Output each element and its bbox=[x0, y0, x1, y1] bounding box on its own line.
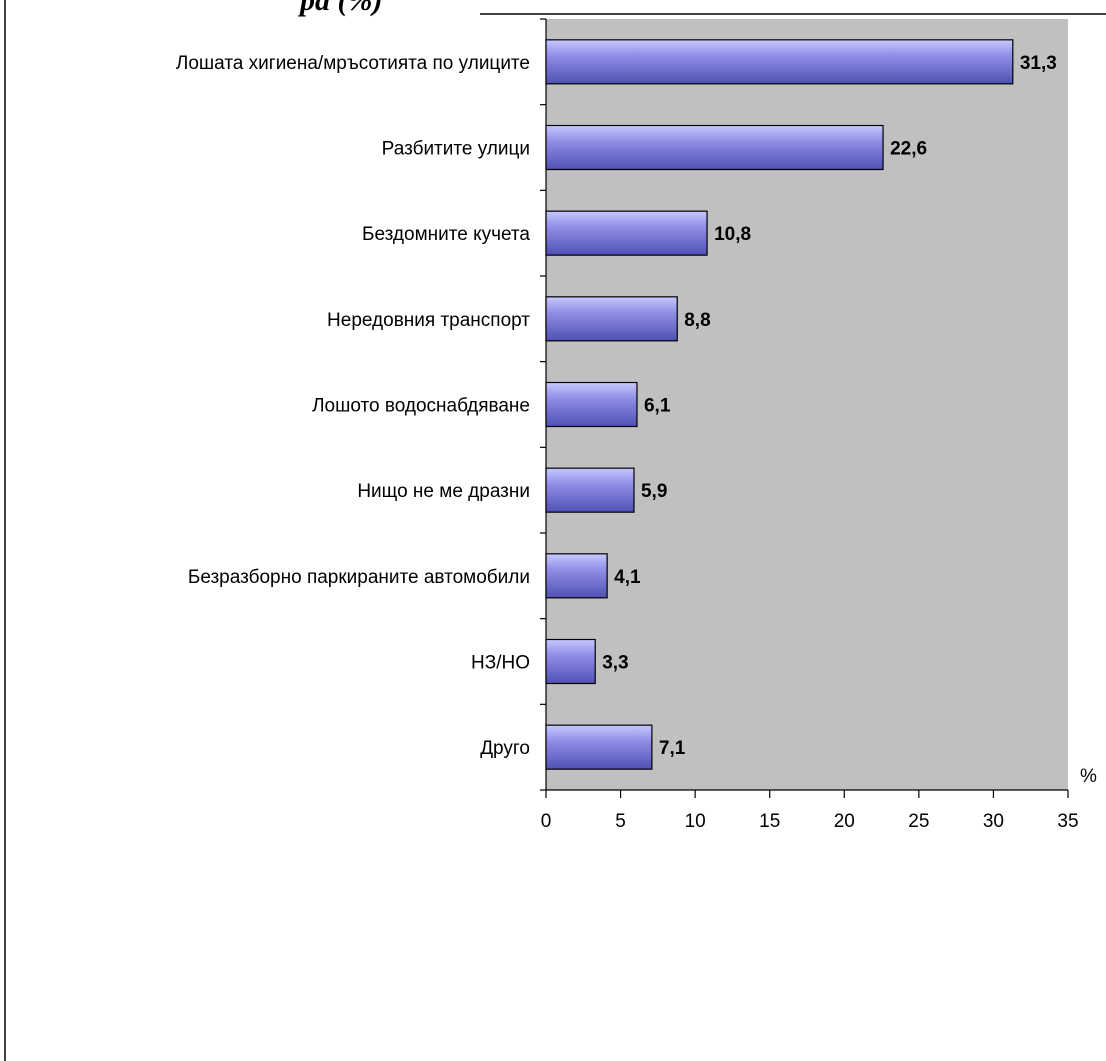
value-labels: 31,3 22,6 10,8 8,8 6,1 5,9 4,1 3,3 7,1 bbox=[602, 53, 1057, 759]
value-label: 10,8 bbox=[714, 224, 751, 245]
category-label: Нередовния транспорт bbox=[327, 310, 530, 331]
value-label: 5,9 bbox=[641, 481, 667, 502]
x-tick-label: 10 bbox=[685, 811, 706, 832]
bar bbox=[545, 39, 1014, 85]
bar bbox=[545, 638, 596, 685]
category-label: НЗ/НО bbox=[471, 653, 530, 674]
bar bbox=[545, 553, 608, 599]
x-tick-label: 30 bbox=[983, 811, 1004, 832]
bar-series bbox=[545, 39, 1014, 770]
category-label: Друго bbox=[480, 738, 530, 759]
category-label: Бездомните кучета bbox=[362, 224, 530, 245]
category-label: Нищо не ме дразни bbox=[357, 481, 530, 502]
value-label: 3,3 bbox=[602, 653, 628, 674]
bar bbox=[545, 467, 635, 513]
value-label: 31,3 bbox=[1020, 53, 1057, 74]
y-axis-ticks bbox=[540, 18, 546, 791]
x-axis-unit-label: % bbox=[1080, 766, 1097, 787]
bar bbox=[545, 724, 653, 770]
category-labels: Лошата хигиена/мръсотията по улиците Разб… bbox=[176, 53, 531, 759]
x-tick-label: 5 bbox=[615, 811, 626, 832]
x-tick-label: 20 bbox=[834, 811, 855, 832]
x-tick-label: 15 bbox=[759, 811, 780, 832]
category-label: Лошото водоснабдяване bbox=[312, 396, 530, 417]
category-label: Разбитите улици bbox=[382, 139, 530, 160]
bar bbox=[545, 296, 678, 342]
category-label: Безразборно паркираните автомобили bbox=[188, 567, 530, 588]
value-label: 6,1 bbox=[644, 396, 671, 417]
value-label: 7,1 bbox=[659, 738, 686, 759]
x-tick-label: 0 bbox=[541, 811, 552, 832]
value-label: 8,8 bbox=[684, 310, 710, 331]
bar bbox=[545, 124, 884, 171]
x-tick-label: 25 bbox=[908, 811, 929, 832]
bar bbox=[545, 381, 638, 428]
category-label: Лошата хигиена/мръсотията по улиците bbox=[176, 53, 530, 74]
value-label: 4,1 bbox=[614, 567, 641, 588]
x-tick-label: 35 bbox=[1057, 811, 1078, 832]
bar bbox=[545, 210, 708, 256]
x-axis-ticks: 0 5 10 15 20 25 30 35 bbox=[541, 790, 1079, 832]
chart-heading-fragment: ра (%) bbox=[297, 0, 382, 17]
value-label: 22,6 bbox=[890, 139, 927, 160]
